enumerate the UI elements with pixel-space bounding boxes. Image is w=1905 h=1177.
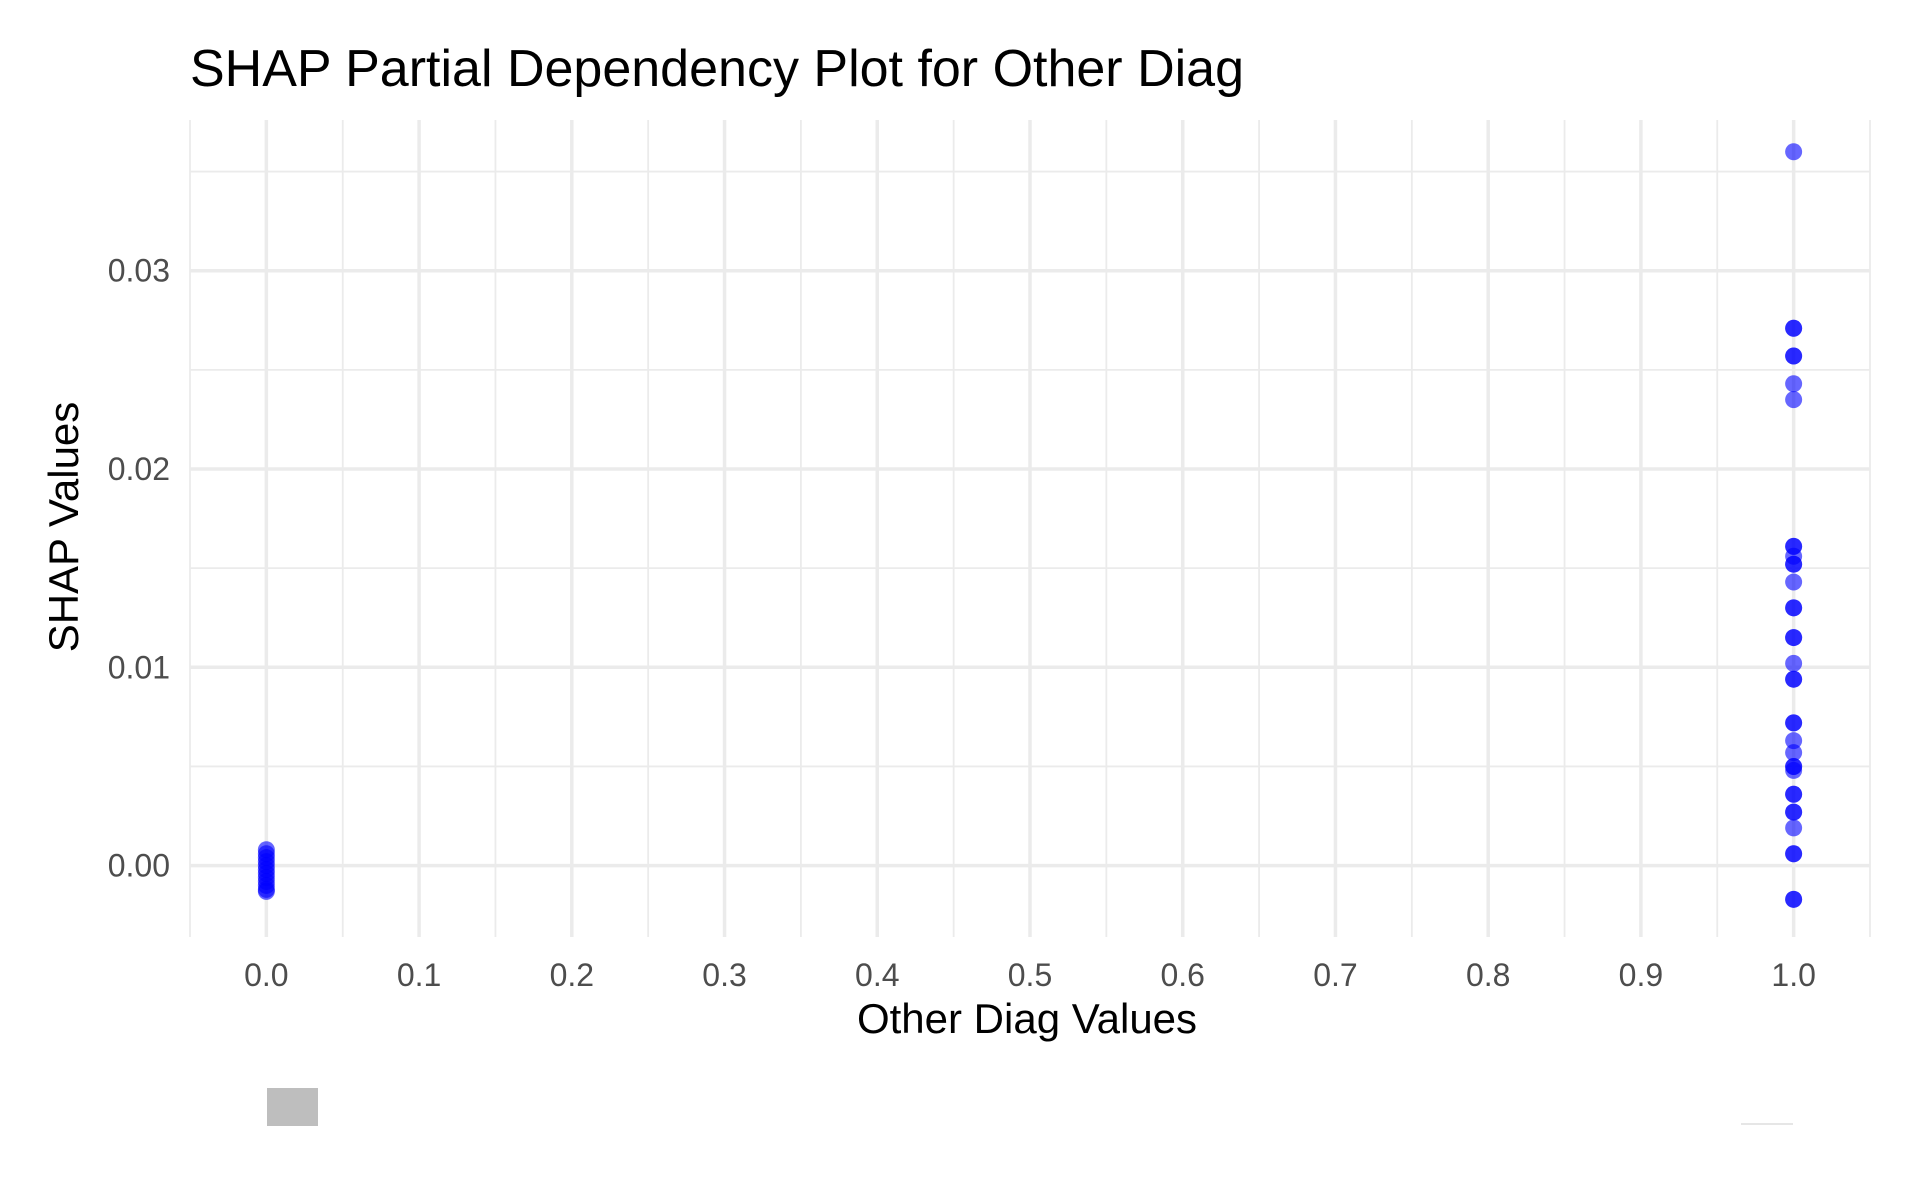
x-axis-ticks: 0.0 0.1 0.2 0.3 0.4 0.5 0.6 0.7 0.8 0.9 1.0 bbox=[244, 957, 1816, 993]
y-tick-label: 0.00 bbox=[108, 848, 170, 884]
data-point bbox=[1785, 890, 1803, 908]
data-point bbox=[1785, 803, 1803, 821]
x-tick-label: 0.9 bbox=[1619, 957, 1663, 993]
legend-key-line bbox=[1741, 1123, 1793, 1125]
data-point bbox=[1785, 375, 1803, 393]
x-tick-label: 0.4 bbox=[855, 957, 899, 993]
y-tick-label: 0.01 bbox=[108, 649, 170, 685]
x-axis-title: Other Diag Values bbox=[857, 995, 1197, 1042]
data-point bbox=[1785, 744, 1803, 762]
data-point bbox=[1785, 347, 1803, 365]
data-point bbox=[1785, 785, 1803, 803]
y-axis-ticks: 0.00 0.01 0.02 0.03 bbox=[108, 253, 170, 884]
data-point bbox=[1785, 761, 1803, 779]
data-point bbox=[1785, 629, 1803, 647]
data-point bbox=[1785, 714, 1803, 732]
y-tick-label: 0.03 bbox=[108, 253, 170, 289]
data-point bbox=[1785, 143, 1803, 161]
data-point bbox=[1785, 573, 1803, 591]
x-tick-label: 0.8 bbox=[1466, 957, 1510, 993]
x-tick-label: 0.3 bbox=[702, 957, 746, 993]
data-point bbox=[1785, 845, 1803, 863]
data-point bbox=[1785, 319, 1803, 337]
x-tick-label: 0.1 bbox=[397, 957, 441, 993]
x-tick-label: 1.0 bbox=[1771, 957, 1815, 993]
data-point bbox=[1785, 391, 1803, 409]
chart-title: SHAP Partial Dependency Plot for Other D… bbox=[190, 40, 1244, 98]
data-point bbox=[257, 882, 275, 900]
legend-key-swatch bbox=[267, 1088, 318, 1126]
data-point bbox=[1785, 819, 1803, 837]
data-points bbox=[257, 143, 1803, 908]
grid bbox=[189, 120, 1871, 937]
y-axis-title: SHAP Values bbox=[40, 402, 87, 653]
x-tick-label: 0.2 bbox=[550, 957, 594, 993]
y-tick-label: 0.02 bbox=[108, 451, 170, 487]
data-point bbox=[1785, 599, 1803, 617]
data-point bbox=[1785, 555, 1803, 573]
data-point bbox=[1785, 670, 1803, 688]
x-tick-label: 0.5 bbox=[1008, 957, 1052, 993]
x-tick-label: 0.0 bbox=[244, 957, 288, 993]
data-point bbox=[1785, 654, 1803, 672]
data-point bbox=[1785, 732, 1803, 750]
x-tick-label: 0.7 bbox=[1313, 957, 1357, 993]
x-tick-label: 0.6 bbox=[1160, 957, 1204, 993]
